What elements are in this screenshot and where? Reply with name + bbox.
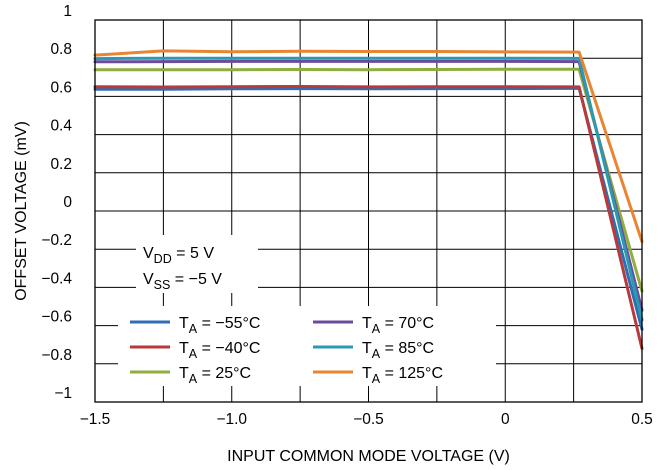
x-tick-label: −1.5	[80, 411, 111, 428]
legend-label: TA = 85°C	[362, 340, 434, 361]
y-tick-label: 0.6	[50, 79, 72, 96]
y-tick-label: −0.8	[41, 347, 72, 364]
series-line	[93, 85, 644, 350]
conditions-background	[136, 235, 258, 293]
legend: TA = −55°C TA = −40°C TA = 25°C TA = 70°C TA…	[118, 306, 496, 386]
series-line	[93, 49, 644, 244]
vss-condition-label: VSS = −5 V	[143, 271, 222, 292]
legend-label: TA = 25°C	[179, 365, 251, 386]
legend-background	[118, 306, 496, 386]
y-tick-label: 0	[63, 194, 72, 211]
vdd-condition-label: VDD = 5 V	[143, 245, 214, 266]
legend-label: TA = −40°C	[179, 340, 260, 361]
legend-label: TA = −55°C	[179, 315, 260, 336]
y-axis-title: OFFSET VOLTAGE (mV)	[13, 121, 30, 301]
y-tick-label: 1	[63, 3, 72, 20]
legend-label: TA = 125°C	[362, 365, 443, 386]
x-tick-label: 0.5	[631, 411, 653, 428]
x-tick-label: 0	[501, 411, 510, 428]
series-line	[93, 67, 644, 293]
y-tick-label: 0.4	[50, 118, 72, 135]
x-tick-label: −0.5	[353, 411, 384, 428]
y-tick-label: 0.8	[50, 41, 72, 58]
test-conditions-annotation: VDD = 5 V VSS = −5 V	[136, 235, 258, 293]
y-tick-label: −1	[54, 385, 72, 402]
y-tick-label: 0.2	[50, 156, 72, 173]
y-tick-label: −0.6	[41, 309, 72, 326]
x-tick-label: −1.0	[216, 411, 247, 428]
legend-label: TA = 70°C	[362, 315, 434, 336]
y-tick-label: −0.4	[41, 270, 72, 287]
series-lines	[93, 49, 644, 350]
plot-area-frame	[94, 19, 643, 403]
x-axis-title: INPUT COMMON MODE VOLTAGE (V)	[227, 448, 510, 465]
y-tick-labels: −1 −0.8 −0.6 −0.4 −0.2 0 0.2 0.4 0.6 0.8 1	[41, 3, 72, 402]
series-line	[93, 56, 644, 322]
y-tick-label: −0.2	[41, 232, 72, 249]
x-tick-labels: −1.5 −1.0 −0.5 0 0.5	[80, 411, 653, 428]
series-line	[93, 59, 644, 312]
